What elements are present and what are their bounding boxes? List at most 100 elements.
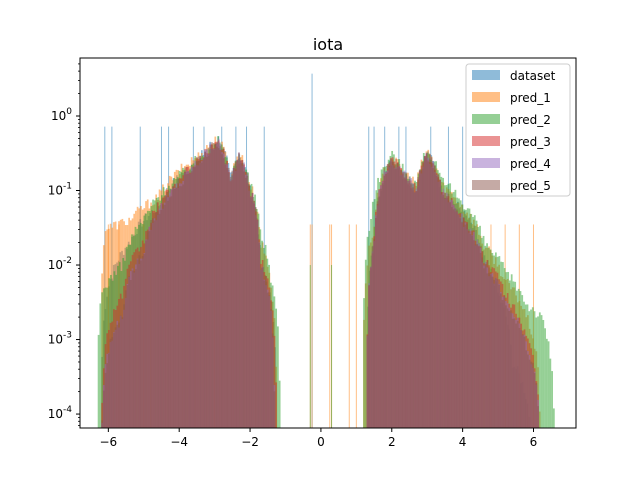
bar-pred_5: [202, 157, 205, 428]
bar-pred_5: [462, 217, 465, 428]
bar-pred_5: [114, 327, 117, 428]
bar-pred_5: [148, 231, 151, 428]
legend-label-pred_4: pred_4: [510, 157, 551, 171]
y-tick-label: 100: [51, 107, 72, 123]
bar-pred_5: [380, 188, 382, 428]
bar-pred_5: [371, 246, 374, 428]
bar-pred_2: [97, 334, 100, 428]
bar-pred_5: [449, 202, 452, 428]
bar-pred_5: [258, 243, 261, 428]
bar-pred_5: [457, 215, 460, 428]
spike-bar-pred_1: [329, 224, 331, 428]
bar-pred_5: [405, 172, 408, 428]
bar-pred_5: [398, 167, 401, 428]
bar-pred_5: [501, 300, 504, 428]
bar-pred_5: [106, 363, 109, 428]
bar-pred_5: [439, 179, 441, 428]
legend-label-pred_3: pred_3: [510, 135, 551, 149]
bar-pred_5: [243, 171, 245, 428]
bar-pred_5: [143, 254, 146, 428]
bar-pred_3: [101, 402, 103, 428]
y-tick-label: 10-2: [48, 256, 72, 272]
bar-pred_5: [253, 200, 256, 428]
bar-pred_5: [366, 335, 369, 428]
bar-pred_5: [222, 158, 225, 428]
bar-pred_5: [123, 304, 125, 428]
bar-pred_5: [520, 330, 522, 428]
bar-pred_5: [488, 273, 490, 428]
bar-pred_5: [266, 292, 269, 428]
bar-pred_5: [157, 211, 159, 428]
bar-pred_5: [246, 175, 249, 428]
bar-pred_5: [104, 372, 107, 428]
bar-pred_5: [486, 273, 489, 428]
bar-pred_5: [415, 191, 418, 428]
bar-pred_5: [376, 201, 379, 428]
bar-pred_5: [216, 146, 218, 428]
bar-pred_5: [249, 197, 252, 428]
legend-label-dataset: dataset: [510, 69, 556, 83]
bar-pred_5: [233, 167, 235, 428]
bar-pred_5: [422, 161, 424, 428]
bar-pred_5: [408, 179, 411, 428]
bar-pred_5: [498, 284, 501, 428]
bar-pred_2: [275, 308, 278, 428]
bar-pred_5: [479, 252, 482, 428]
y-axis: 10-4 10-3 10-2 10-1 100: [48, 63, 80, 427]
bar-pred_5: [101, 420, 103, 428]
bar-pred_5: [381, 183, 384, 428]
bar-pred_5: [185, 174, 188, 428]
bar-pred_5: [150, 219, 152, 428]
bar-pred_5: [113, 332, 115, 428]
bar-pred_5: [200, 162, 203, 428]
legend-swatch-pred_2: [472, 114, 500, 124]
bar-pred_5: [116, 324, 119, 428]
bar-pred_5: [158, 213, 161, 428]
bar-pred_5: [454, 208, 457, 428]
legend-label-pred_5: pred_5: [510, 179, 551, 193]
bar-pred_5: [168, 197, 171, 428]
bar-pred_5: [136, 259, 139, 428]
bar-pred_5: [121, 317, 124, 428]
bar-pred_2: [537, 316, 539, 428]
bar-pred_5: [410, 184, 413, 428]
bar-pred_5: [423, 156, 426, 428]
bar-pred_5: [429, 153, 431, 428]
bar-pred_5: [461, 221, 463, 428]
bar-pred_5: [133, 270, 136, 428]
bar-pred_5: [207, 155, 210, 428]
bar-pred_5: [388, 162, 391, 428]
bar-pred_5: [153, 220, 156, 428]
bar-pred_5: [184, 171, 186, 428]
bar-pred_5: [527, 354, 529, 428]
bar-pred_3: [273, 335, 276, 428]
bar-pred_5: [533, 373, 536, 428]
bar-pred_5: [178, 186, 181, 428]
spike-bar-pred_1: [355, 224, 357, 428]
bar-pred_5: [138, 255, 141, 428]
legend-swatch-dataset: [472, 70, 500, 80]
bar-pred_5: [231, 170, 234, 428]
bar-pred_5: [195, 161, 198, 428]
bar-pred_2: [552, 408, 555, 428]
bar-pred_5: [173, 189, 176, 428]
bar-pred_5: [165, 195, 168, 428]
bar-pred_5: [444, 192, 446, 428]
bar-pred_5: [395, 159, 397, 428]
bar-pred_2: [278, 380, 281, 428]
bar-pred_2: [542, 319, 545, 428]
bar-pred_5: [128, 276, 130, 428]
bar-pred_5: [481, 257, 484, 428]
bar-pred_5: [464, 224, 467, 428]
bar-pred_5: [217, 148, 220, 428]
bar-pred_5: [447, 193, 450, 428]
bar-pred_2: [102, 288, 105, 428]
bar-pred_5: [385, 173, 387, 428]
bar-pred_5: [111, 337, 114, 428]
bar-pred_5: [496, 279, 499, 428]
bar-pred_2: [547, 341, 550, 428]
bar-pred_5: [261, 267, 264, 428]
bar-pred_5: [500, 293, 502, 428]
bar-pred_5: [194, 167, 196, 428]
